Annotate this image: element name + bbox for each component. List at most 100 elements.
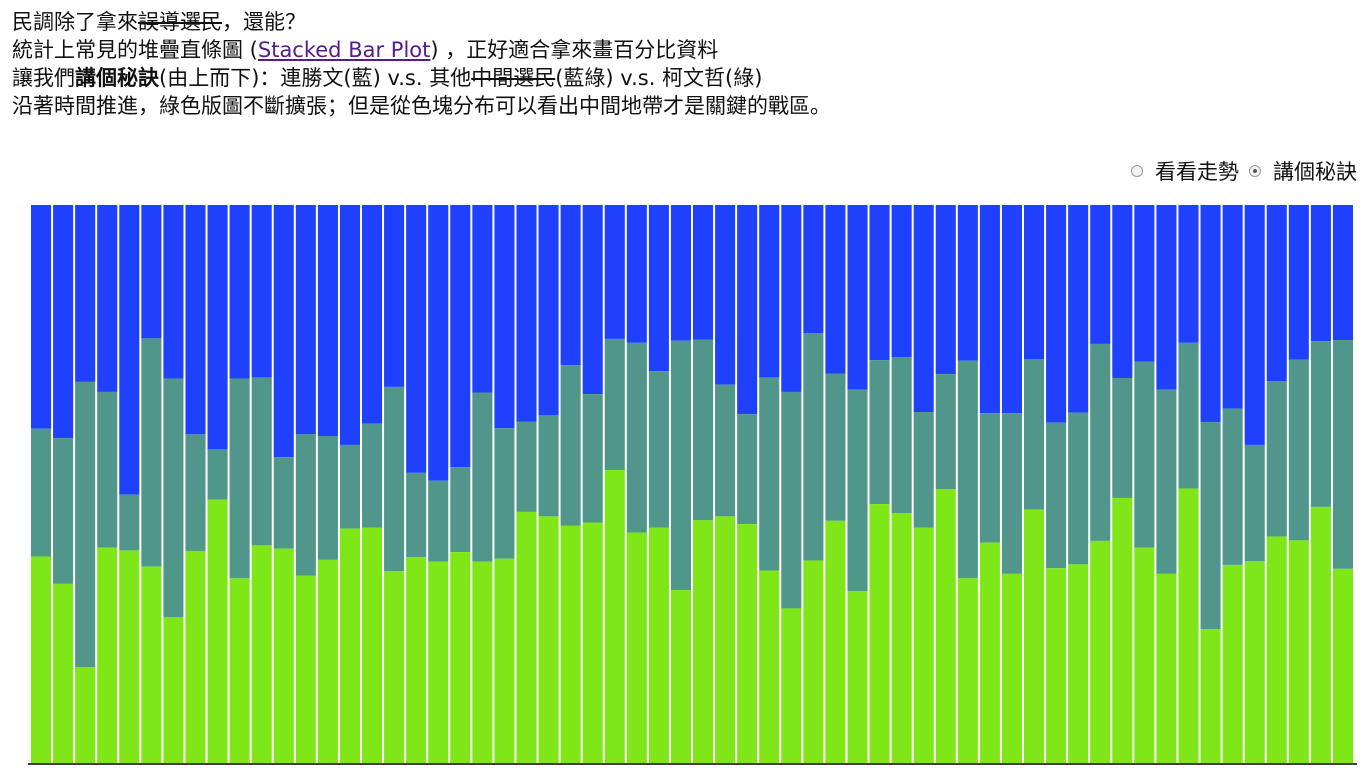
bar-blue-60 <box>1332 205 1353 341</box>
bar-green-48 <box>1068 564 1089 763</box>
bar-green-54 <box>1200 629 1221 763</box>
bar-middle-4 <box>97 391 118 548</box>
bar-blue-14 <box>317 205 338 437</box>
mode-switch: 看看走勢 講個秘訣 <box>1121 156 1357 186</box>
bar-blue-42 <box>935 205 956 375</box>
trend-option[interactable]: 看看走勢 <box>1131 156 1239 186</box>
bar-blue-30 <box>670 205 691 341</box>
bar-middle-43 <box>957 360 978 579</box>
bar-blue-19 <box>428 205 449 481</box>
bar-blue-37 <box>825 205 846 374</box>
bar-blue-52 <box>1156 205 1177 390</box>
bar-middle-23 <box>516 421 537 512</box>
bar-blue-29 <box>648 205 669 372</box>
bar-middle-1 <box>31 428 52 557</box>
bar-green-19 <box>428 561 449 763</box>
secret-option-label: 講個秘訣 <box>1273 160 1357 184</box>
bar-green-9 <box>207 499 228 763</box>
bar-blue-50 <box>1112 205 1133 378</box>
bar-blue-33 <box>737 205 758 415</box>
bar-green-12 <box>273 548 294 763</box>
bar-middle-46 <box>1024 359 1045 510</box>
bar-blue-3 <box>75 205 96 382</box>
bar-blue-23 <box>516 205 537 422</box>
bar-blue-11 <box>251 205 272 378</box>
bar-middle-40 <box>891 357 912 514</box>
bar-blue-16 <box>362 205 383 424</box>
bar-blue-17 <box>384 205 405 387</box>
bar-blue-5 <box>119 205 140 495</box>
bar-middle-2 <box>53 438 74 584</box>
bar-blue-53 <box>1178 205 1199 343</box>
bar-green-34 <box>759 570 780 763</box>
bar-green-28 <box>626 532 647 763</box>
bar-blue-6 <box>141 205 162 339</box>
bar-blue-31 <box>693 205 714 340</box>
bar-green-55 <box>1222 564 1243 763</box>
bar-blue-22 <box>494 205 515 429</box>
intro-line-3-tail: (藍綠) v.s. 柯文哲(綠) <box>555 66 763 90</box>
bar-middle-13 <box>295 434 316 576</box>
bar-blue-54 <box>1200 205 1221 423</box>
bar-green-39 <box>869 504 890 763</box>
bar-blue-1 <box>31 205 52 429</box>
bar-green-29 <box>648 527 669 763</box>
bar-green-17 <box>384 571 405 763</box>
bar-green-22 <box>494 558 515 763</box>
bar-blue-58 <box>1288 205 1309 360</box>
trend-radio[interactable] <box>1131 165 1143 177</box>
bar-blue-24 <box>538 205 559 416</box>
bar-green-6 <box>141 566 162 763</box>
bar-green-11 <box>251 545 272 763</box>
bar-middle-39 <box>869 360 890 505</box>
bar-blue-25 <box>560 205 581 366</box>
bar-blue-57 <box>1266 205 1287 382</box>
bar-middle-32 <box>715 384 736 517</box>
bar-middle-48 <box>1068 412 1089 565</box>
stacked-bar-plot-link[interactable]: Stacked Bar Plot <box>257 38 431 62</box>
bar-middle-56 <box>1244 444 1265 561</box>
bar-middle-54 <box>1200 422 1221 630</box>
bar-green-42 <box>935 489 956 763</box>
bar-blue-4 <box>97 205 118 392</box>
bar-middle-11 <box>251 377 272 546</box>
bar-middle-20 <box>450 467 471 553</box>
bar-blue-9 <box>207 205 228 450</box>
bar-middle-50 <box>1112 377 1133 498</box>
bar-green-35 <box>781 608 802 763</box>
bar-green-10 <box>229 578 250 763</box>
bar-blue-20 <box>450 205 471 468</box>
bar-middle-29 <box>648 371 669 528</box>
bar-middle-59 <box>1310 341 1331 507</box>
bar-blue-47 <box>1046 205 1067 423</box>
bar-green-1 <box>31 556 52 763</box>
bar-middle-44 <box>979 413 1000 543</box>
bar-blue-44 <box>979 205 1000 414</box>
secret-option[interactable]: 講個秘訣 <box>1249 156 1357 186</box>
intro-line-1-strikethrough: 誤導選民 <box>138 10 222 34</box>
bar-green-33 <box>737 524 758 763</box>
bar-green-31 <box>693 520 714 763</box>
secret-radio[interactable] <box>1249 165 1261 177</box>
bar-green-37 <box>825 520 846 763</box>
bar-middle-9 <box>207 449 228 500</box>
bar-middle-3 <box>75 381 96 668</box>
bar-middle-41 <box>913 412 934 528</box>
bar-green-3 <box>75 667 96 763</box>
intro-line-3-text: 讓我們 <box>12 66 75 90</box>
bar-middle-33 <box>737 414 758 525</box>
intro-line-2-text: 統計上常見的堆疊直條圖 ( <box>12 38 258 62</box>
bar-green-23 <box>516 511 537 763</box>
bar-middle-5 <box>119 494 140 551</box>
bar-green-49 <box>1090 540 1111 763</box>
bar-green-26 <box>582 522 603 763</box>
bar-middle-35 <box>781 391 802 609</box>
bar-green-15 <box>339 528 360 763</box>
bar-blue-38 <box>847 205 868 390</box>
bar-green-16 <box>362 527 383 763</box>
bar-middle-57 <box>1266 381 1287 537</box>
bar-green-53 <box>1178 488 1199 763</box>
bar-middle-17 <box>384 386 405 572</box>
bar-blue-13 <box>295 205 316 435</box>
bar-middle-22 <box>494 428 515 559</box>
